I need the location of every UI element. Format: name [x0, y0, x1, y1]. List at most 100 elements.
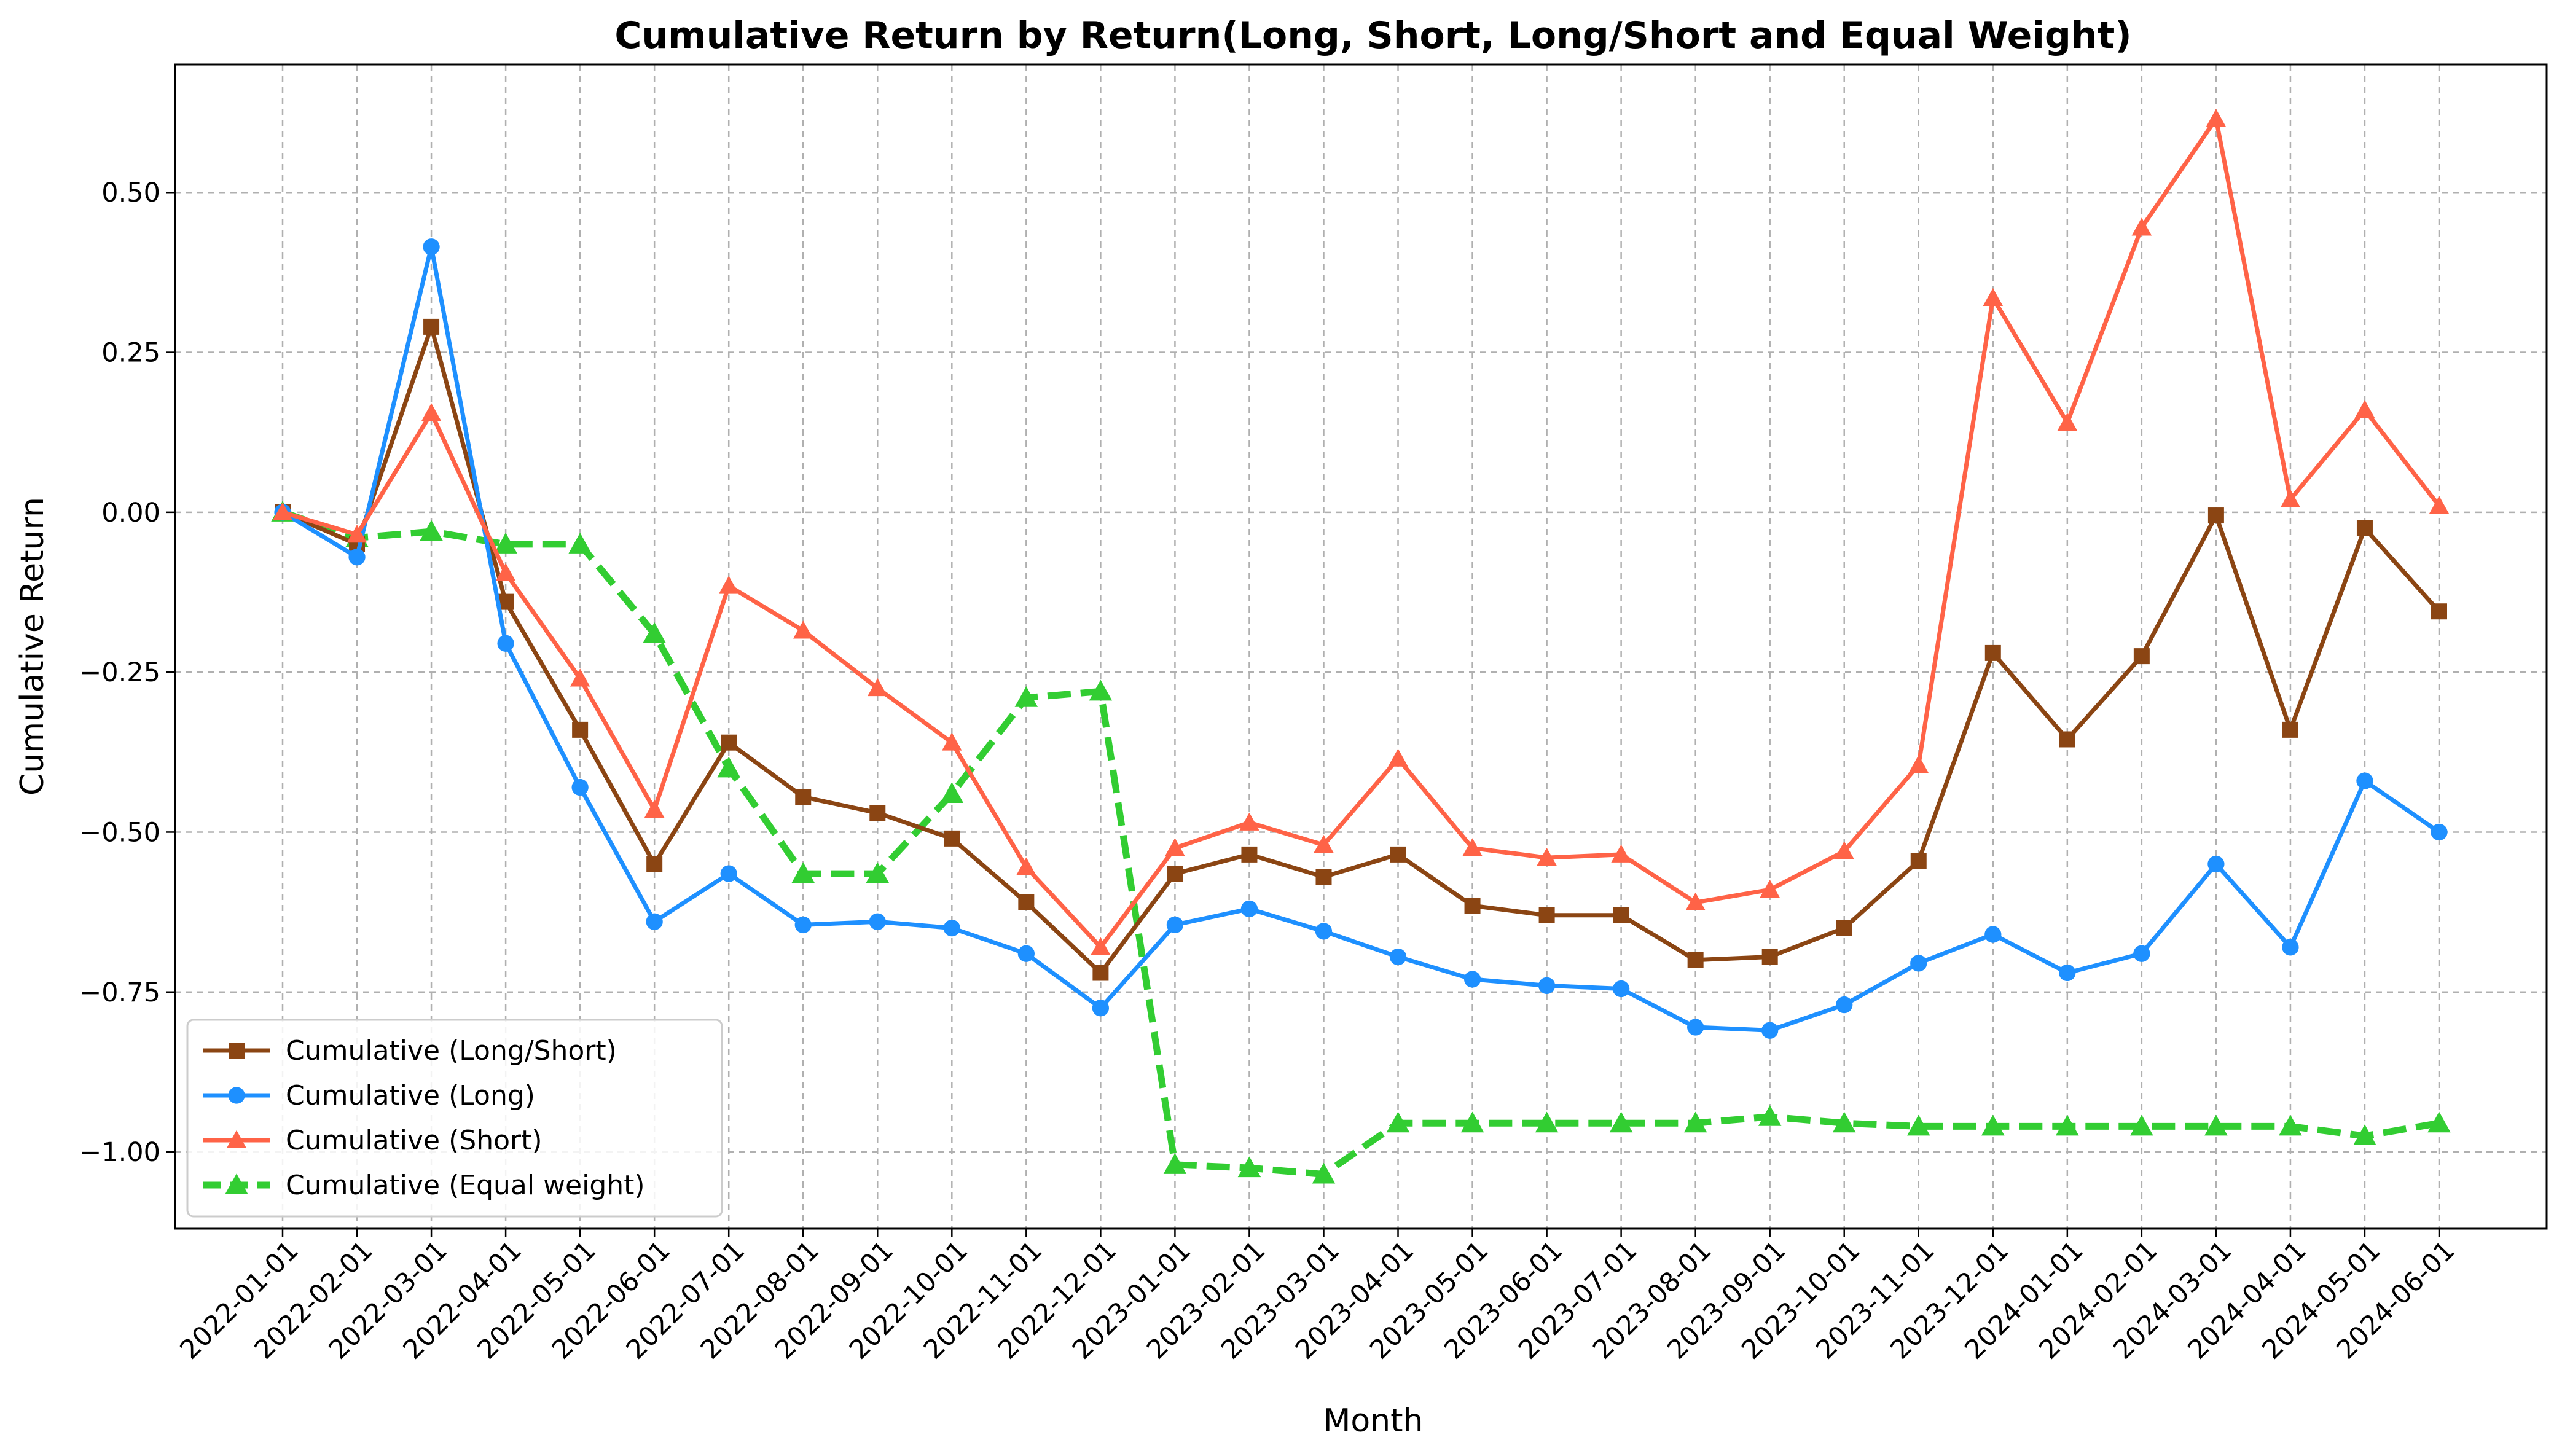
x-axis: 2022-01-012022-02-012022-03-012022-04-01… [174, 1229, 2461, 1365]
series-line [281, 509, 2440, 1178]
y-tick-label: 0.50 [101, 178, 160, 208]
data-point [2431, 603, 2447, 620]
data-point [793, 620, 813, 639]
data-point [347, 525, 367, 543]
series-line [281, 117, 2441, 950]
data-point [2431, 823, 2448, 841]
legend-marker [228, 1087, 245, 1104]
data-point [2056, 1114, 2079, 1136]
data-point [2279, 1114, 2302, 1136]
data-point [1312, 1162, 1336, 1184]
data-point [943, 919, 960, 937]
data-point [944, 830, 960, 847]
data-point [643, 622, 666, 643]
data-point [1832, 1111, 1856, 1133]
legend-item: Cumulative (Equal weight) [203, 1170, 645, 1201]
legend-box [186, 1019, 723, 1218]
data-point [1241, 846, 1258, 863]
data-point [1092, 965, 1109, 981]
legend-item: Cumulative (Long) [203, 1080, 535, 1111]
data-point [423, 318, 440, 335]
data-point [1907, 1114, 1930, 1136]
series-line [281, 245, 2440, 1033]
data-point [1984, 644, 2001, 661]
data-point [1537, 847, 1557, 866]
data-point [1165, 838, 1185, 856]
y-tick-label: −0.50 [79, 817, 160, 848]
data-point [942, 732, 962, 751]
data-point [718, 576, 739, 594]
legend: Cumulative (Long/Short) Cumulative (Long)… [186, 1019, 723, 1218]
legend-label: Cumulative (Long) [286, 1080, 535, 1111]
legend-marker [229, 1043, 245, 1059]
data-point [1092, 1000, 1110, 1017]
data-point [2207, 507, 2224, 524]
data-point [1984, 926, 2002, 943]
data-point [1611, 844, 1631, 863]
data-point [2282, 939, 2299, 956]
data-point [1014, 686, 1038, 707]
data-point [2204, 1114, 2228, 1136]
data-point [940, 782, 964, 803]
data-point [1910, 955, 1927, 972]
data-point [1239, 812, 1259, 831]
data-point [1538, 907, 1555, 923]
legend-marker [226, 1130, 247, 1148]
data-point [866, 862, 890, 883]
data-point [869, 913, 886, 930]
data-point [2207, 855, 2225, 873]
data-point [644, 799, 665, 818]
data-point [2356, 520, 2373, 536]
data-point [1089, 679, 1113, 701]
data-point [1166, 916, 1184, 934]
data-point [495, 563, 516, 581]
data-point [2206, 109, 2227, 127]
data-point [1091, 937, 1111, 955]
data-point [1685, 892, 1706, 910]
y-tick-label: 0.00 [101, 498, 160, 528]
data-point [1315, 923, 1333, 940]
legend-label: Cumulative (Equal weight) [286, 1170, 645, 1201]
data-point [1462, 838, 1483, 856]
data-point [1687, 1019, 1704, 1036]
data-point [1237, 1156, 1261, 1178]
data-point [1167, 866, 1183, 882]
data-point [794, 916, 812, 934]
series-line [281, 324, 2441, 976]
data-point [1535, 1111, 1559, 1133]
data-point [1018, 894, 1035, 910]
data-point [1389, 948, 1407, 966]
data-point [2130, 1114, 2153, 1136]
data-point [570, 668, 590, 687]
data-point [1386, 1111, 1410, 1133]
data-point [2427, 1111, 2451, 1133]
data-point [2057, 412, 2078, 431]
data-point [2133, 945, 2150, 962]
grid [175, 65, 2547, 1229]
data-point [1761, 1022, 1779, 1039]
data-point [1609, 1111, 1633, 1133]
data-point [1463, 971, 1481, 988]
data-point [1687, 952, 1704, 968]
data-point [2059, 964, 2076, 982]
data-point [1910, 853, 1927, 869]
data-point [1538, 977, 1556, 994]
legend-item: Cumulative (Long/Short) [203, 1035, 617, 1067]
data-point [2280, 489, 2301, 508]
data-point [568, 533, 592, 554]
data-point [2354, 400, 2375, 418]
data-point [1464, 898, 1481, 914]
data-point [721, 734, 737, 751]
legend-item: Cumulative (Short) [203, 1125, 543, 1156]
data-point [2131, 217, 2152, 236]
data-point [348, 549, 366, 566]
data-point [497, 635, 514, 652]
data-point [646, 913, 663, 930]
data-point [1388, 748, 1408, 767]
data-point [571, 778, 589, 796]
data-point [1613, 907, 1629, 923]
legend-label: Cumulative (Short) [286, 1125, 543, 1156]
data-point [423, 238, 440, 256]
series-cumulative-long [274, 238, 2448, 1039]
data-point [868, 678, 888, 697]
